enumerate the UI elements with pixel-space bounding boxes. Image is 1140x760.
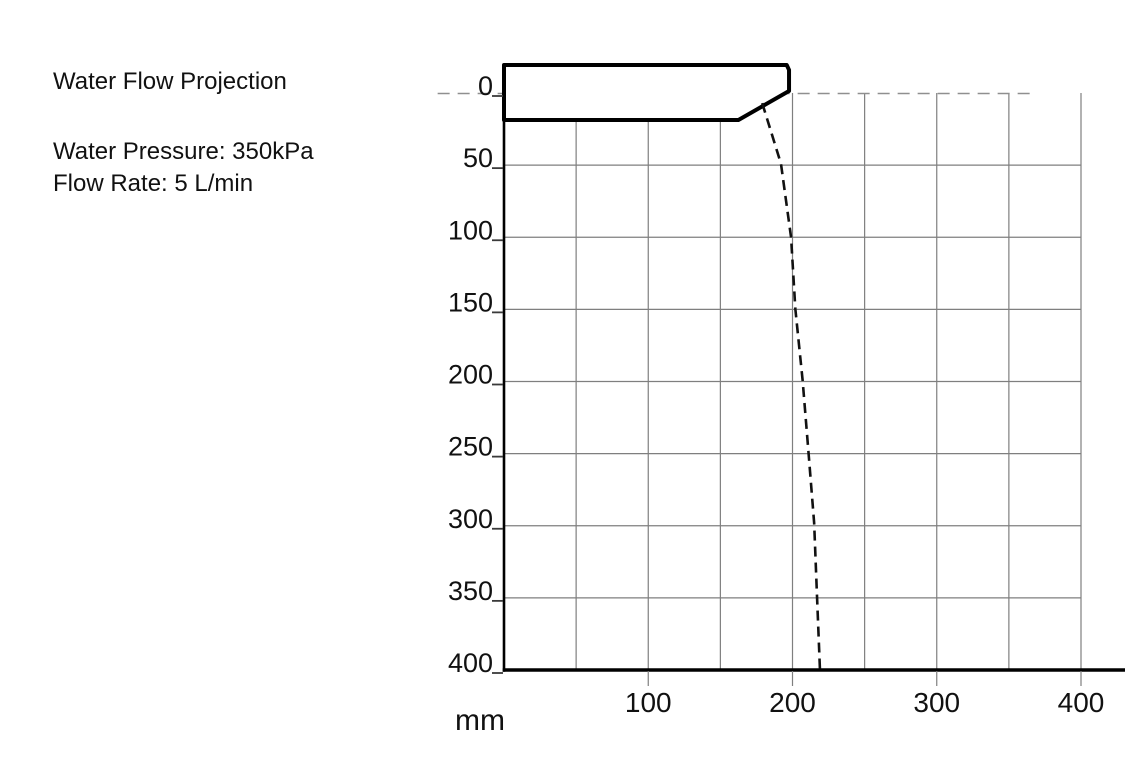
y-axis-tick-label: 300	[448, 504, 493, 534]
y-axis-tick-label: 100	[448, 215, 493, 245]
x-axis-tick-label: 200	[769, 687, 816, 718]
x-axis-tick-label: 100	[625, 687, 672, 718]
x-axis-unit-label: mm	[455, 704, 505, 737]
spec-flow-rate: Flow Rate: 5 L/min	[53, 170, 254, 197]
faucet-spout-outline	[502, 63, 792, 122]
x-axis-tick-label: 400	[1058, 687, 1105, 718]
y-axis-tick-label: 350	[448, 576, 493, 606]
x-axis-tick-label: 300	[913, 687, 960, 718]
water-trajectory-line	[760, 102, 822, 669]
y-axis-tick-label: 150	[448, 287, 493, 317]
y-axis-tick-label: 200	[448, 360, 493, 390]
spec-block: Water Pressure: 350kPa Flow Rate: 5 L/mi…	[53, 136, 314, 200]
y-axis-tick-label: 0	[478, 71, 493, 101]
y-axis-tick-label: 50	[463, 143, 493, 173]
chart-title: Water Flow Projection	[53, 68, 287, 95]
y-axis-tick-label: 400	[448, 648, 493, 678]
spec-water-pressure: Water Pressure: 350kPa	[53, 138, 314, 165]
y-axis-tick-label: 250	[448, 432, 493, 462]
